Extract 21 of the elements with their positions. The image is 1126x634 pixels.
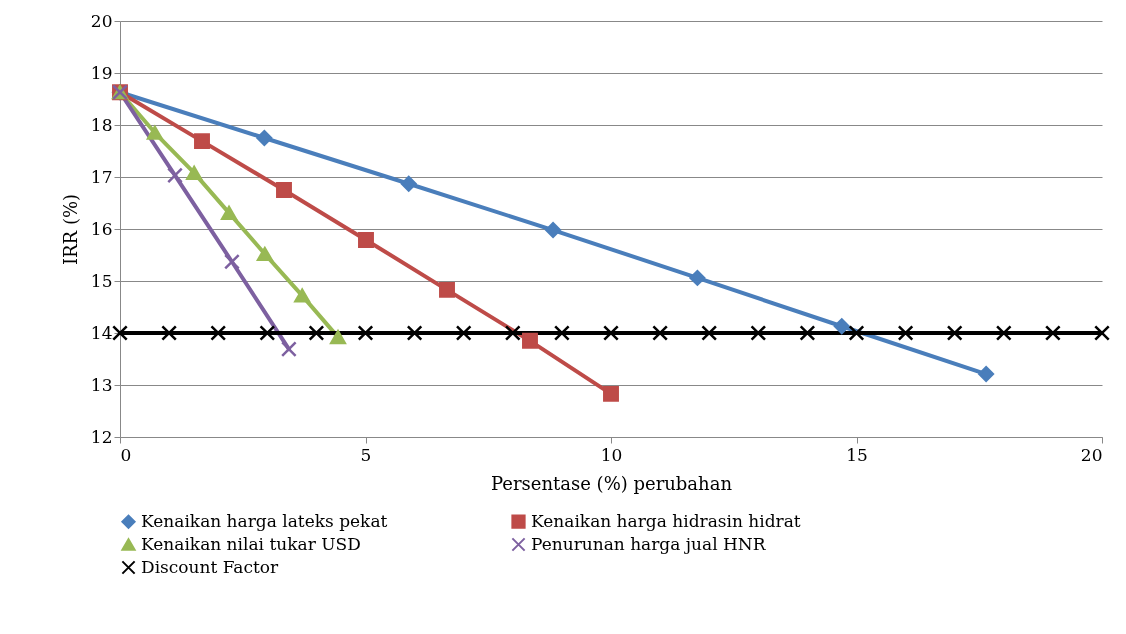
x-tick-label: 10: [600, 444, 623, 465]
x-axis-title: Persentase (%) perubahan: [490, 472, 733, 494]
legend-label: Kenaikan harga hidrasin hidrat: [531, 510, 801, 531]
x-tick-label: 0: [120, 444, 132, 465]
y-tick-label: 16: [90, 218, 113, 239]
y-tick-label: 15: [90, 270, 113, 291]
y-tick-label: 12: [90, 426, 113, 447]
y-tick-label: 14: [90, 322, 113, 343]
x-tick-label: 5: [360, 444, 372, 465]
legend-label: Kenaikan nilai tukar USD: [141, 533, 361, 554]
y-axis-title: IRR (%): [59, 193, 81, 266]
legend-label: Penurunan harga jual HNR: [531, 533, 767, 554]
x-tick-label: 15: [846, 444, 868, 465]
legend-label: Discount Factor: [141, 556, 280, 577]
y-tick-label: 20: [90, 10, 113, 31]
y-tick-label: 13: [90, 374, 113, 395]
legend-label: Kenaikan harga lateks pekat: [141, 510, 388, 531]
y-tick-label: 19: [90, 62, 113, 83]
y-tick-label: 17: [90, 166, 113, 187]
x-tick-label: 20: [1080, 444, 1103, 465]
y-tick-label: 18: [90, 114, 113, 135]
